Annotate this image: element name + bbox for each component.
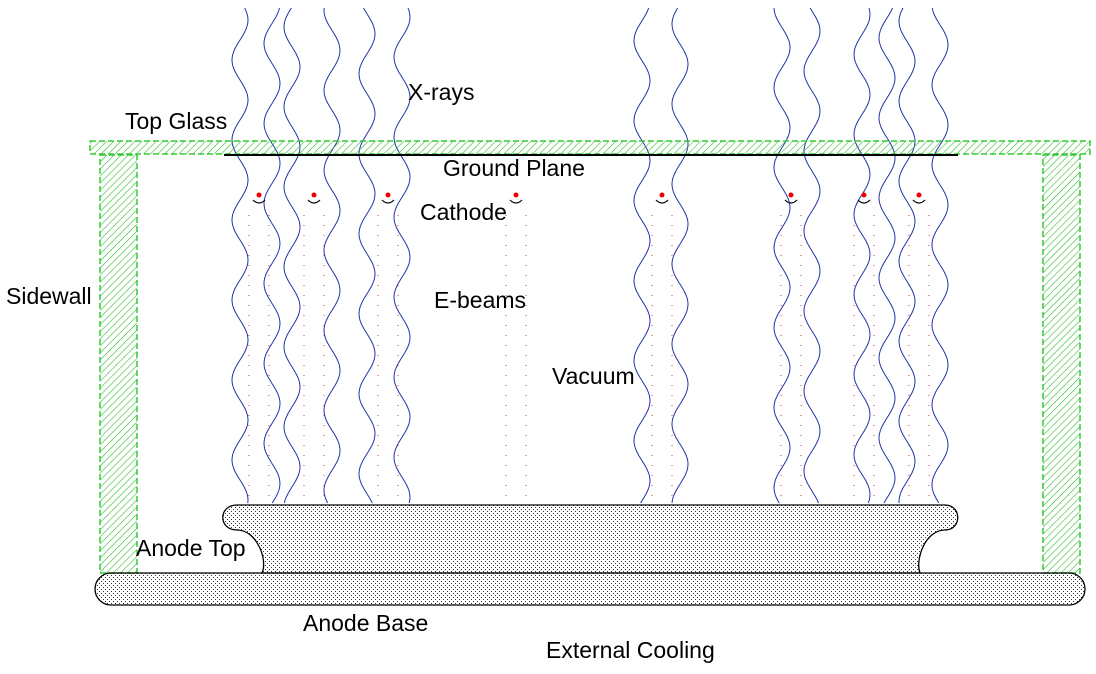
label: E-beams <box>434 287 526 313</box>
cathode-tip <box>916 192 922 198</box>
anode-top <box>222 504 959 574</box>
cathode-cup <box>252 199 266 204</box>
x-ray-wave <box>283 7 301 504</box>
cathode-cup <box>857 199 871 204</box>
x-ray-wave <box>898 7 916 504</box>
cathode-tip <box>385 192 391 198</box>
cathode-cup <box>655 199 669 204</box>
label: Top Glass <box>125 108 227 134</box>
label: Ground Plane <box>443 155 585 181</box>
cathode-tip <box>256 192 262 198</box>
label: External Cooling <box>546 637 715 663</box>
x-ray-wave <box>633 7 651 504</box>
x-ray-wave <box>671 7 689 504</box>
label: Anode Base <box>303 610 428 636</box>
cathode-cup <box>912 199 926 204</box>
x-ray-wave <box>393 7 411 504</box>
x-ray-wave <box>803 7 821 504</box>
cathode-tip <box>311 192 317 198</box>
x-ray-wave <box>878 7 896 504</box>
label: Sidewall <box>6 283 92 309</box>
x-ray-wave <box>323 7 341 504</box>
cathode-cup <box>381 199 395 204</box>
x-ray-wave <box>853 7 871 504</box>
x-ray-waves <box>231 7 949 504</box>
cathode-cup <box>509 199 523 204</box>
sidewall-left <box>99 154 138 574</box>
x-ray-wave <box>773 7 791 504</box>
e-beams <box>248 215 930 500</box>
cathode-cup <box>784 199 798 204</box>
anode-base <box>94 572 1086 606</box>
cathode-tip <box>788 192 794 198</box>
cathode-tip <box>513 192 519 198</box>
x-ray-wave <box>931 7 949 504</box>
cathodes <box>252 192 926 204</box>
label: X-rays <box>408 79 474 105</box>
x-ray-wave <box>358 7 376 504</box>
cathode-tip <box>659 192 665 198</box>
x-ray-wave <box>263 7 281 504</box>
top-glass <box>89 140 1091 155</box>
sidewall-right <box>1042 154 1081 574</box>
label: Anode Top <box>136 535 246 561</box>
cathode-cup <box>307 199 321 204</box>
label: Vacuum <box>552 363 635 389</box>
cathode-tip <box>861 192 867 198</box>
label: Cathode <box>420 199 507 225</box>
x-ray-wave <box>231 7 249 504</box>
